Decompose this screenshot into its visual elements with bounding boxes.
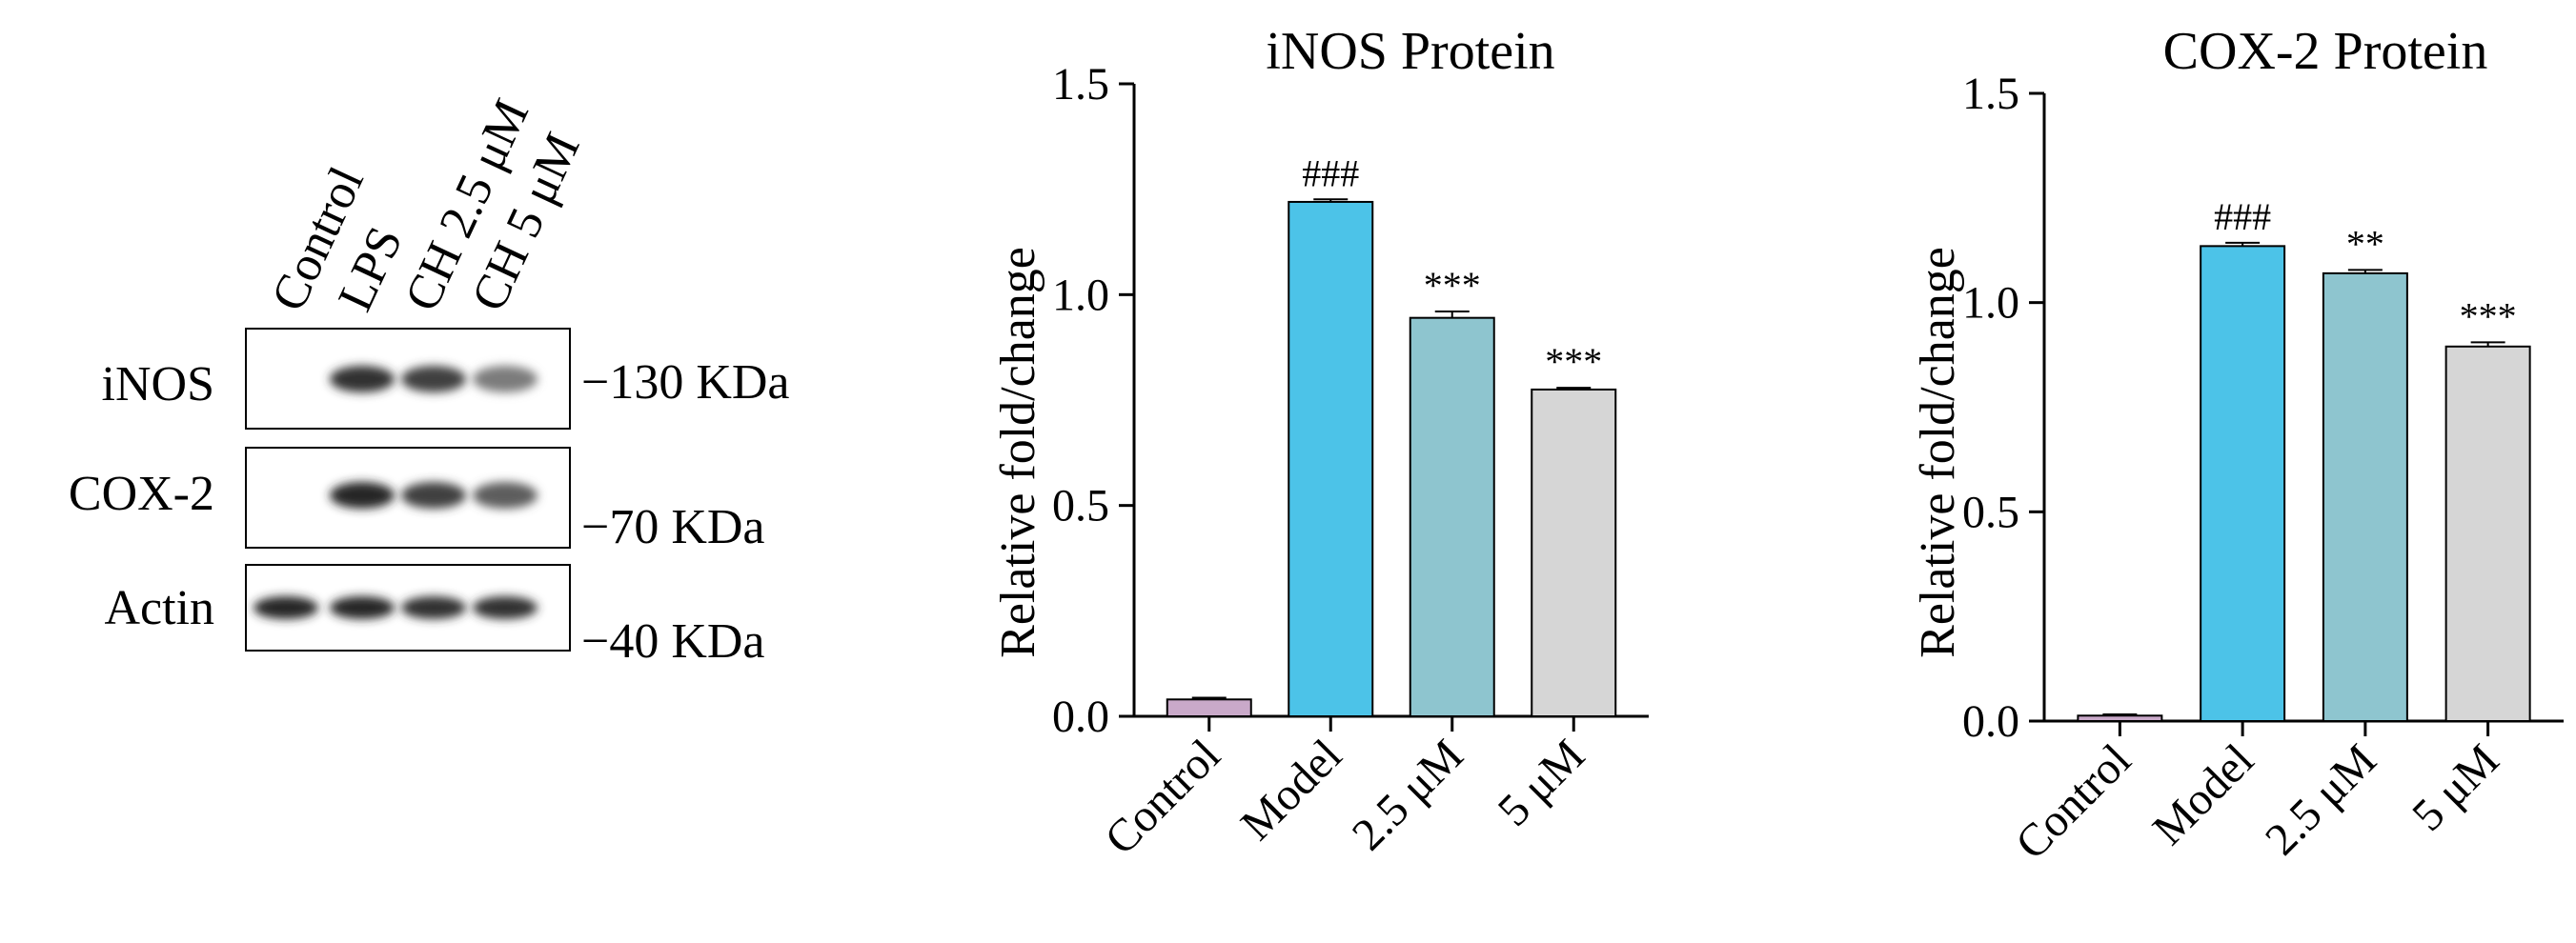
western-blot-panel: Control LPS CH 2.5 μM CH 5 μM iNOS COX-2… [69, 91, 790, 669]
y-tick-label: 1.0 [1962, 278, 2019, 329]
blot-band [330, 596, 395, 619]
x-tick-label: Model [1231, 730, 1351, 850]
blot-band [473, 596, 538, 619]
y-tick-label: 0.5 [1962, 487, 2019, 537]
x-tick-label: Model [2143, 734, 2263, 854]
blot-row-label-inos: iNOS [102, 357, 214, 411]
bar [1166, 698, 1252, 718]
y-tick-label: 1.5 [1052, 59, 1109, 110]
bar [2322, 271, 2408, 722]
bar [2077, 714, 2163, 723]
blot-band [401, 596, 466, 619]
marker-label-130: −130 KDa [581, 355, 790, 410]
chart-title: iNOS Protein [1266, 22, 1554, 81]
plot-area: 0.0 0.5 1.0 1.5 Control ### Model *** 2.5 μM *** 5… [1052, 59, 1649, 864]
inos-bar-chart: iNOS Protein Relative fold/change 0.0 0.5… [991, 22, 1649, 864]
y-tick-label: 1.5 [1962, 69, 2019, 119]
y-tick-label: 0.0 [1052, 692, 1109, 742]
bar [1531, 388, 1617, 717]
bar [2200, 245, 2286, 722]
y-tick-label: 0.0 [1962, 696, 2019, 747]
significance-label: ** [2346, 222, 2384, 265]
blot-band [473, 482, 538, 509]
plot-area: 0.0 0.5 1.0 1.5 Control ### Model ** 2.5 μM *** 5 … [1962, 69, 2564, 869]
x-tick-label: 5 μM [2403, 734, 2508, 840]
significance-label: *** [1424, 264, 1481, 307]
significance-label: *** [2460, 294, 2517, 337]
bar [1409, 316, 1495, 717]
blot-band [473, 366, 538, 392]
y-tick-label: 1.0 [1052, 270, 1109, 320]
marker-label-40: −40 KDa [581, 614, 765, 669]
blot-band [330, 482, 395, 509]
blot-band [254, 596, 318, 619]
x-tick-label: Control [1095, 730, 1229, 864]
chart-title: COX-2 Protein [2163, 22, 2488, 81]
significance-label: ### [1302, 151, 1359, 194]
blot-band [401, 482, 466, 509]
x-tick-label: 5 μM [1489, 730, 1594, 835]
blot-row-label-cox2: COX-2 [69, 467, 214, 521]
bar [1288, 200, 1374, 718]
x-tick-label: Control [2006, 734, 2140, 869]
blot-band [330, 366, 395, 392]
cox2-bar-chart: COX-2 Protein Relative fold/change 0.00.… [1911, 22, 2564, 869]
significance-label: ### [2214, 195, 2271, 238]
blot-row-label-actin: Actin [104, 581, 214, 635]
y-tick-label: 0.5 [1052, 481, 1109, 532]
blot-band [401, 366, 466, 392]
blot-bands [254, 366, 538, 619]
significance-label: *** [1545, 340, 1602, 383]
y-axis-label: Relative fold/change [991, 247, 1045, 658]
x-tick-label: 2.5 μM [1343, 730, 1473, 860]
x-tick-label: 2.5 μM [2256, 734, 2386, 865]
y-axis-label: Relative fold/change [1911, 247, 1965, 658]
marker-label-70: −70 KDa [581, 500, 765, 554]
bar [2444, 345, 2531, 722]
